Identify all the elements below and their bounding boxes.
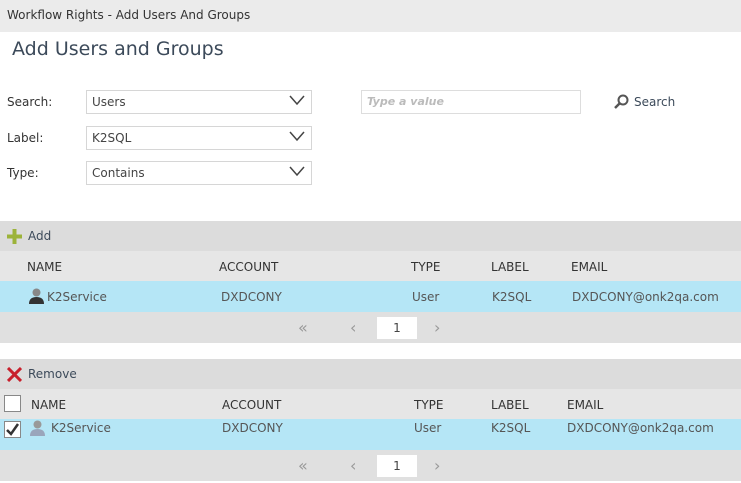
remove-label: Remove [28,367,77,381]
row-checkbox[interactable] [4,421,21,438]
type-label: Type: [7,166,39,180]
user-icon [30,420,45,436]
search-button[interactable]: Search [613,94,675,110]
column-email[interactable]: EMAIL [571,260,608,274]
label-label: Label: [7,131,44,145]
x-icon [7,366,22,382]
search-dropdown-value: Users [92,95,126,109]
search-label: Search: [7,95,53,109]
selected-pager: « ‹ 1 › [0,450,741,481]
column-type[interactable]: TYPE [414,398,444,412]
row-name: K2Service [51,421,111,435]
row-label: K2SQL [491,421,531,435]
search-icon [614,94,629,109]
chevron-down-icon [289,131,305,142]
add-button[interactable]: Add [7,228,52,244]
column-name[interactable]: NAME [27,260,63,274]
select-all-checkbox[interactable] [4,395,21,412]
row-label: K2SQL [492,290,532,304]
column-name[interactable]: NAME [31,398,67,412]
page-number[interactable]: 1 [377,455,417,477]
plus-icon [7,228,22,244]
window-title: Workflow Rights - Add Users And Groups [0,0,741,32]
results-header: NAME ACCOUNT TYPE LABEL EMAIL [0,251,741,281]
column-type[interactable]: TYPE [411,260,441,274]
row-account: DXDCONY [222,421,283,435]
prev-page-icon[interactable]: ‹ [350,318,357,337]
column-account[interactable]: ACCOUNT [222,398,282,412]
results-toolbar: Add [0,221,741,251]
type-dropdown-value: Contains [92,166,145,180]
first-page-icon[interactable]: « [298,318,308,337]
table-row[interactable]: K2Service DXDCONY User K2SQL DXDCONY@onk… [0,419,741,450]
first-page-icon[interactable]: « [298,456,308,475]
row-name: K2Service [47,290,107,304]
next-page-icon[interactable]: › [434,318,441,337]
remove-button[interactable]: Remove [7,366,77,382]
prev-page-icon[interactable]: ‹ [350,456,357,475]
add-label: Add [28,229,52,243]
column-label[interactable]: LABEL [491,260,529,274]
search-button-label: Search [634,95,676,109]
next-page-icon[interactable]: › [434,456,441,475]
checkmark-icon [6,423,20,436]
value-input[interactable]: Type a value [361,90,581,114]
user-icon [29,288,44,304]
page-number[interactable]: 1 [377,317,417,339]
type-dropdown[interactable]: Contains [86,161,312,185]
selected-toolbar: Remove [0,359,741,389]
selected-header: NAME ACCOUNT TYPE LABEL EMAIL [0,389,741,419]
row-email: DXDCONY@onk2qa.com [572,290,719,304]
row-type: User [412,290,440,304]
label-dropdown[interactable]: K2SQL [86,126,312,150]
row-account: DXDCONY [221,290,282,304]
page-title: Add Users and Groups [12,38,224,60]
results-pager: « ‹ 1 › [0,312,741,343]
search-dropdown[interactable]: Users [86,90,312,114]
column-label[interactable]: LABEL [491,398,529,412]
row-email: DXDCONY@onk2qa.com [567,421,714,435]
column-email[interactable]: EMAIL [567,398,604,412]
label-dropdown-value: K2SQL [92,131,132,145]
chevron-down-icon [289,166,305,177]
table-row[interactable]: K2Service DXDCONY User K2SQL DXDCONY@onk… [0,281,741,312]
row-type: User [414,421,442,435]
chevron-down-icon [289,95,305,106]
column-account[interactable]: ACCOUNT [219,260,279,274]
